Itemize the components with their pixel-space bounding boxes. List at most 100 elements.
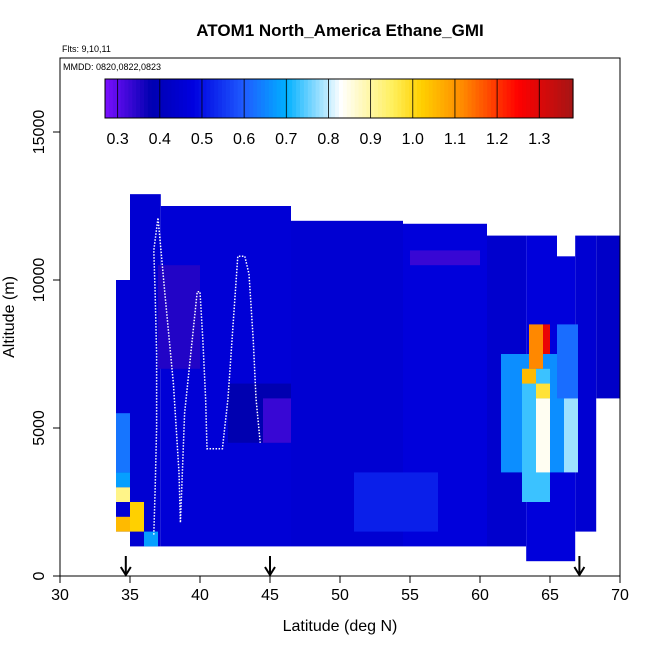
colorbar-segment <box>432 79 438 118</box>
colorbar-segment <box>565 79 570 118</box>
heatmap-cells <box>116 194 620 562</box>
heatmap-cell <box>529 324 543 369</box>
colorbar-segment <box>534 79 539 118</box>
colorbar-label: 0.7 <box>275 131 297 148</box>
colorbar-segment <box>526 79 531 118</box>
latitude-arrow-head <box>264 566 276 577</box>
colorbar-segment <box>183 79 188 118</box>
colorbar-segment <box>257 79 262 118</box>
colorbar-segment <box>323 79 328 118</box>
x-axis: 30 35 40 45 50 55 60 65 70 <box>51 576 629 604</box>
heatmap-cell <box>144 531 158 547</box>
colorbar-segment <box>424 79 430 118</box>
heatmap-region <box>160 206 291 547</box>
colorbar-segment <box>136 79 141 118</box>
colorbar-segment <box>112 79 118 118</box>
colorbar-segment <box>514 79 519 118</box>
colorbar-segment <box>202 79 207 118</box>
y-axis: 0 5000 10000 15000 <box>31 110 60 580</box>
colorbar-segment <box>417 79 422 118</box>
colorbar-segment <box>483 79 488 118</box>
colorbar-segment <box>541 79 547 118</box>
colorbar-segment <box>545 79 551 118</box>
colorbar-segment <box>140 79 145 118</box>
colorbar-segment <box>557 79 562 118</box>
heatmap-cell <box>116 413 130 473</box>
colorbar-segment <box>479 79 484 118</box>
colorbar-segment <box>385 79 391 118</box>
colorbar-label: 1.3 <box>528 131 550 148</box>
flights-annotation: Flts: 9,10,11 <box>62 44 111 54</box>
colorbar-segment <box>253 79 258 118</box>
colorbar: 0.3 0.4 0.5 0.6 0.7 0.8 0.9 1.0 1.1 1.2 1.3 <box>104 78 574 148</box>
heatmap-cell <box>543 324 550 354</box>
colorbar-segment <box>163 79 168 118</box>
colorbar-segment <box>155 79 161 118</box>
heatmap-cell <box>564 398 578 473</box>
colorbar-segment <box>132 79 137 118</box>
colorbar-segment <box>346 79 352 118</box>
x-axis-label: Latitude (deg N) <box>283 618 398 635</box>
heatmap-cell <box>536 398 550 473</box>
colorbar-segment <box>420 79 426 118</box>
colorbar-segment <box>358 79 363 118</box>
colorbar-segment <box>549 79 555 118</box>
colorbar-segment <box>530 79 535 118</box>
colorbar-segment <box>350 79 356 118</box>
colorbar-segment <box>471 79 477 118</box>
colorbar-segment <box>264 79 270 118</box>
heatmap-cell <box>410 250 480 266</box>
colorbar-segment <box>222 79 227 118</box>
colorbar-segment <box>206 79 211 118</box>
colorbar-segment <box>229 79 235 118</box>
x-tick-label: 30 <box>51 587 69 604</box>
colorbar-segment <box>144 79 149 118</box>
colorbar-segment <box>428 79 434 118</box>
colorbar-segment <box>179 79 184 118</box>
colorbar-segment <box>194 79 200 118</box>
colorbar-segment <box>272 79 278 118</box>
colorbar-label: 0.4 <box>149 131 171 148</box>
colorbar-segment <box>366 79 371 118</box>
colorbar-segment <box>506 79 512 118</box>
colorbar-frame <box>104 78 574 119</box>
colorbar-label: 0.8 <box>317 131 339 148</box>
colorbar-segment <box>370 79 375 118</box>
colorbar-segment <box>108 79 114 118</box>
colorbar-segment <box>409 79 414 118</box>
colorbar-segment <box>413 79 418 118</box>
y-tick-label: 5000 <box>31 410 48 446</box>
colorbar-label: 0.5 <box>191 131 213 148</box>
colorbar-segment <box>303 79 309 118</box>
colorbar-segment <box>440 79 445 118</box>
latitude-arrows <box>119 556 586 577</box>
colorbar-segment <box>553 79 558 118</box>
colorbar-segment <box>245 79 250 118</box>
colorbar-segment <box>381 79 387 118</box>
colorbar-segment <box>210 79 215 118</box>
colorbar-label: 0.6 <box>233 131 255 148</box>
colorbar-segment <box>128 79 133 118</box>
latitude-arrow-head <box>573 566 586 577</box>
latitude-arrow-head <box>119 566 132 577</box>
colorbar-segment <box>233 79 239 118</box>
flight-track <box>153 217 261 535</box>
flight-track-line <box>153 217 261 535</box>
x-tick-label: 70 <box>611 587 629 604</box>
colorbar-segment <box>452 79 457 118</box>
heatmap-cell <box>130 502 144 532</box>
colorbar-segment <box>151 79 157 118</box>
colorbar-segment <box>225 79 231 118</box>
colorbar-label: 1.1 <box>444 131 466 148</box>
heatmap-cell <box>557 324 578 399</box>
colorbar-segment <box>448 79 453 118</box>
colorbar-segment <box>214 79 219 118</box>
colorbar-segment <box>456 79 461 118</box>
colorbar-segment <box>475 79 480 118</box>
colorbar-segment <box>311 79 317 118</box>
colorbar-segment <box>397 79 402 118</box>
y-axis-label: Altitude (m) <box>1 276 18 358</box>
chart-title: ATOM1 North_America Ethane_GMI <box>196 21 484 40</box>
colorbar-segment <box>374 79 379 118</box>
colorbar-segment <box>237 79 243 118</box>
